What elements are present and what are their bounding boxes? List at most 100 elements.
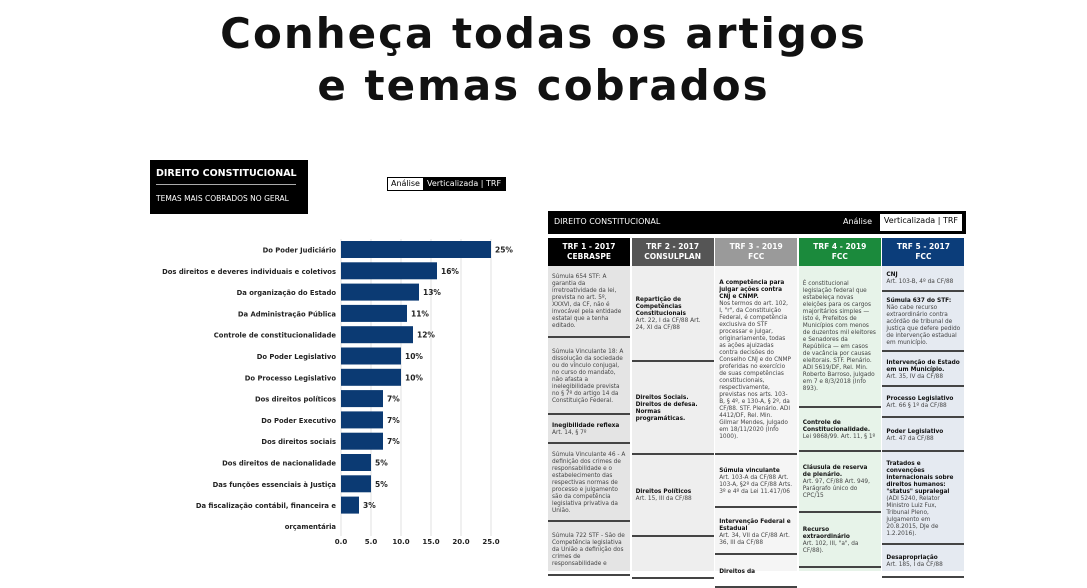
cell-body: Art. 66 § 1º da CF/88 (886, 403, 947, 409)
column-header-h1: TRF 1 - 2017 (562, 242, 616, 251)
x-tick-label: 25.0 (482, 538, 499, 546)
bar (341, 496, 359, 514)
table-cell (631, 539, 714, 579)
bar (341, 262, 437, 280)
headline-line-2: e temas cobrados (317, 61, 770, 110)
bar (341, 326, 413, 344)
table-cell: A competência para julgar ações contra C… (715, 268, 798, 455)
table-column-3: TRF 3 - 2019 FCC A competência para julgar… (715, 238, 798, 588)
bar-chart: 0.0 5.0 10.0 15.0 20.0 25.0 25% Do Poder Judici… (162, 239, 513, 546)
x-tick-label: 0.0 (335, 538, 348, 546)
column-header-h2: FCC (915, 252, 932, 261)
column-header-h2: CONSULPLAN (644, 252, 701, 261)
cell-body: Art. 14, § 7º (552, 430, 587, 436)
x-tick-label: 10.0 (392, 538, 409, 546)
cell-body: Súmula 654 STF: A garantia da irretroati… (552, 274, 622, 329)
cell-body: Art. 35, IV da CF/88 (886, 373, 944, 380)
table-cell: CNJ Art. 103-B, 4º da CF/88 (882, 268, 965, 292)
data-label: 7% (387, 437, 400, 446)
x-tick-label: 20.0 (452, 538, 469, 546)
chart-subtitle: TEMAS MAIS COBRADOS NO GERAL (156, 194, 289, 203)
table-cell: Súmula Vinculante 18: A dissolução da so… (548, 340, 630, 415)
data-label: 10% (405, 373, 423, 382)
table-badge-a: Análise (843, 217, 872, 226)
table-cell: Intervenção Federal e Estadual Art. 34, V… (715, 512, 798, 555)
table-column-2: TRF 2 - 2017 CONSULPLAN Repartição de Comp… (631, 238, 714, 579)
cell-title: Poder Legislativo (886, 428, 944, 435)
cell-body: Art. 22, I da CF/88 Art. 24, XI da CF/88 (635, 317, 701, 331)
x-tick-label: 15.0 (422, 538, 439, 546)
cell-title: Súmula 637 do STF: (886, 297, 952, 304)
cell-title: CNJ (886, 272, 898, 278)
cell-title: Recurso extraordinário (802, 527, 850, 540)
cell-title: Repartição de Competências Constituciona… (635, 296, 686, 317)
bar (341, 454, 371, 471)
bar (341, 432, 383, 450)
cell-body: Súmula Vinculante 46 - A definição dos c… (552, 451, 626, 514)
badge-label-b: Verticalizada | TRF (422, 178, 506, 190)
column-header: TRF 5 - 2017 FCC (882, 238, 965, 266)
divider (156, 184, 296, 185)
table-cell: Repartição de Competências Constituciona… (631, 268, 714, 362)
headline-line-1: Conheça todas os artigos (220, 9, 867, 58)
chart-card: DIREITO CONSTITUCIONAL TEMAS MAIS COBRAD… (150, 160, 520, 560)
data-label: 7% (387, 395, 400, 404)
table-cell: Processo Legislativo Art. 66 § 1º da CF/8… (882, 390, 965, 418)
column-header-h1: TRF 3 - 2019 (729, 242, 783, 251)
table-column-5: TRF 5 - 2017 FCC CNJ Art. 103-B, 4º da CF/8… (882, 238, 965, 578)
cell-body: Nos termos do art. 102, I, "r", da Const… (719, 301, 792, 440)
cell-body: (ADI 5240, Relator Ministro Luiz Fux, Tr… (886, 495, 940, 537)
data-label: 7% (387, 416, 400, 425)
cell-body: Art. 103-B, 4º da CF/88 (886, 279, 954, 285)
category-label: Dos direitos sociais (261, 438, 336, 446)
data-label: 11% (411, 309, 429, 318)
cell-title: Controle de Constitucionalidade. (802, 419, 871, 433)
cell-title: Intervenção Federal e Estadual (719, 518, 791, 532)
category-label: Da fiscalização contábil, financeira e or… (196, 502, 337, 531)
cell-title: Direitos Sociais. Direitos de defesa. No… (635, 394, 698, 422)
data-label: 5% (375, 459, 388, 468)
category-label: Da organização do Estado (237, 289, 337, 297)
data-label: 3% (363, 501, 376, 510)
category-label: Dos direitos e deveres individuais e col… (162, 268, 336, 276)
bar (341, 283, 419, 301)
category-label: Da Administração Pública (238, 310, 337, 318)
data-label: 12% (417, 331, 435, 340)
table-cell: Cláusula de reserva de plenário. Art. 97,… (798, 454, 881, 513)
column-header-h2: CEBRASPE (567, 252, 611, 261)
cell-title: Desapropriação (886, 555, 938, 561)
cell-body: Súmula 722 STF - São de Competência legi… (552, 532, 625, 567)
bar (341, 390, 383, 408)
table-cell: Inegibilidade reflexa Art. 14, § 7º (548, 418, 630, 444)
table-cell: Recurso extraordinário Art. 102, III, "a"… (798, 516, 881, 568)
column-header: TRF 2 - 2017 CONSULPLAN (631, 238, 714, 266)
column-header-h1: TRF 5 - 2017 (896, 242, 950, 251)
table-cell: Direitos Políticos Art. 15, III da CF/88 (631, 457, 714, 537)
column-header: TRF 1 - 2017 CEBRASPE (548, 238, 630, 266)
category-label: Do Poder Legislativo (257, 353, 337, 361)
table-cell: Direitos da (715, 558, 798, 588)
table-cell: Súmula 654 STF: A garantia da irretroati… (548, 268, 630, 338)
table-column-4: TRF 4 - 2019 FCC É constitucional legislaç… (798, 238, 881, 571)
cell-body: É constitucional legislação federal que … (802, 281, 876, 392)
cell-title: A competência para julgar ações contra C… (719, 280, 785, 300)
column-header-h1: TRF 2 - 2017 (646, 242, 700, 251)
cell-body: Lei 9868/99. Art. 11, § 1º (802, 433, 876, 440)
table-header-bar: DIREITO CONSTITUCIONAL Análise Verticali… (548, 211, 966, 234)
table-cell: É constitucional legislação federal que … (798, 268, 881, 408)
category-label: Controle de constitucionalidade (214, 332, 337, 340)
cell-body: Art. 97, CF/88 Art. 949, Parágrafo único… (802, 479, 870, 499)
cell-title: Súmula vinculante (719, 467, 780, 474)
data-label: 16% (441, 267, 459, 276)
cell-title: Inegibilidade reflexa (552, 423, 620, 429)
table-cell: Direitos Sociais. Direitos de defesa. No… (631, 364, 714, 455)
cell-body: Súmula Vinculante 18: A dissolução da so… (552, 348, 624, 404)
table-cell: Tratados e convenções internacionais sob… (882, 455, 965, 545)
cell-title: Direitos da (719, 568, 756, 575)
category-label: Dos direitos de nacionalidade (222, 460, 336, 468)
cell-body: Art. 15, III da CF/88 (635, 496, 692, 502)
bar (341, 368, 401, 386)
column-header: TRF 3 - 2019 FCC (715, 238, 798, 266)
table-cell: Poder Legislativo Art. 47 da CF/88 (882, 421, 965, 452)
trf-comparison-table: DIREITO CONSTITUCIONAL Análise Verticali… (548, 211, 966, 588)
